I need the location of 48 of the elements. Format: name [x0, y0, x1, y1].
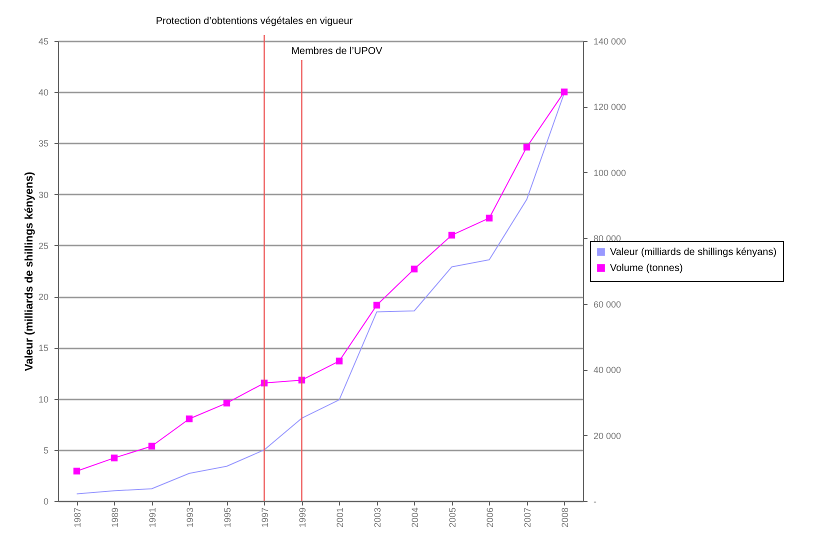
y2-tick-label: 100 000 — [594, 168, 626, 178]
point — [560, 88, 568, 96]
point — [373, 302, 380, 309]
legend-label: Valeur (milliards de shillings kényans) — [610, 247, 777, 258]
y-tick-label: 20 — [38, 292, 48, 302]
y-tick-label: 5 — [43, 445, 48, 456]
x-tick-label: 1995 — [222, 508, 232, 528]
point — [223, 400, 230, 406]
y-tick-label: 25 — [38, 240, 48, 251]
y-tick-label: 45 — [38, 36, 48, 46]
point — [186, 416, 193, 422]
x-tick-label: 2008 — [560, 508, 570, 528]
x-tick-label: 2006 — [484, 508, 495, 528]
y-axis-title: Valeur (milliards de shillings kényens) — [23, 172, 36, 372]
y-tick-label: 15 — [38, 343, 48, 354]
x-tick-label: 1987 — [72, 508, 82, 528]
y-tick-label: 0 — [43, 496, 48, 506]
point — [486, 214, 493, 222]
point — [73, 468, 80, 474]
point — [110, 454, 118, 462]
point — [523, 144, 530, 150]
x-tick-label: 1997 — [260, 508, 270, 528]
x-tick-label: 2007 — [522, 508, 532, 528]
y2-tick-label: 60 000 — [594, 299, 622, 310]
x-tick-label: 2003 — [372, 508, 382, 528]
point — [410, 266, 418, 272]
x-tick-label: 2004 — [410, 508, 420, 528]
x-tick-label: 1991 — [147, 508, 158, 528]
x-tick-label: 1989 — [110, 508, 120, 528]
y-tick-label: 30 — [38, 190, 48, 200]
ref-line-label: Protection d’obtentions végétales en vigueur — [156, 16, 354, 27]
x-tick-label: 2005 — [447, 508, 458, 528]
y-tick-label: 10 — [38, 394, 48, 404]
x-tick-label: 1993 — [184, 508, 195, 528]
y-tick-label: 35 — [38, 138, 48, 149]
point — [448, 232, 456, 239]
point — [148, 442, 156, 450]
ref-line-label: Membres de l’UPOV — [291, 46, 383, 57]
y2-tick-label: 40 000 — [594, 365, 622, 376]
x-tick-label: 2001 — [334, 508, 345, 528]
point — [336, 358, 343, 364]
legend-label: Volume (tonnes) — [610, 263, 683, 274]
y-tick-label: 40 — [38, 88, 48, 98]
y2-tick-label: 120 000 — [594, 102, 626, 112]
x-tick-label: 1999 — [297, 508, 308, 528]
y2-tick-label: 20 000 — [594, 430, 622, 441]
y2-tick-label: - — [594, 496, 596, 506]
y2-tick-label: 140 000 — [594, 36, 626, 46]
